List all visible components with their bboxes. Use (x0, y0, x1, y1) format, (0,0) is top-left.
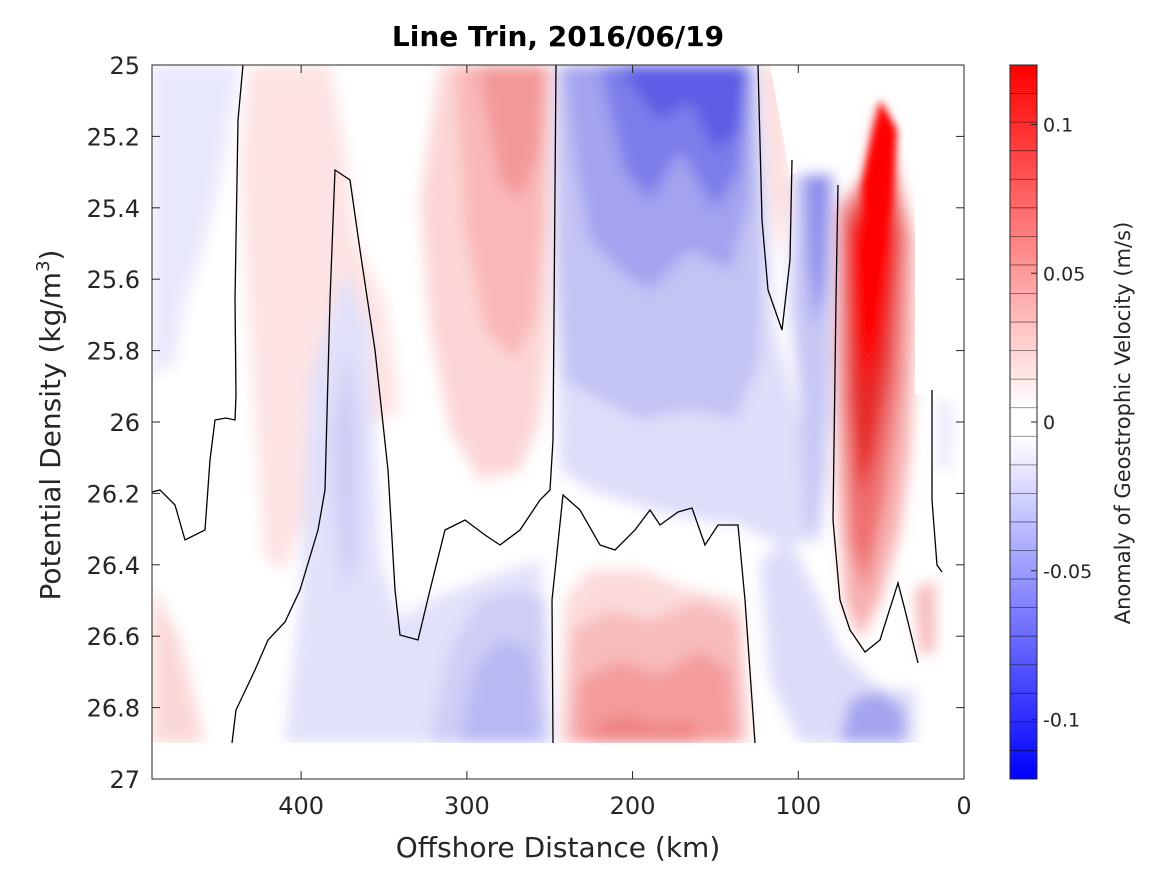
contour-band-group (152, 65, 950, 743)
no-data-mask (152, 743, 964, 779)
zero-contour-line (231, 64, 557, 744)
colorbar-ticks: 0.1 0.05 0 -0.05 -0.1 (1031, 115, 1092, 732)
x-tick-label: 300 (444, 792, 490, 820)
contour-band (940, 395, 950, 470)
zero-contour-line (151, 64, 244, 541)
zero-contour-line (757, 64, 793, 331)
contour-band (478, 65, 545, 200)
colorbar: 0.1 0.05 0 -0.05 -0.1 (1009, 64, 1092, 780)
x-tick-label: 0 (956, 792, 971, 820)
y-tick-label: 27 (109, 766, 140, 794)
colorbar-level-lines (1010, 93, 1037, 751)
colorbar-tick-label: -0.05 (1043, 561, 1092, 583)
y-tick-label: 25.4 (87, 195, 140, 223)
y-tick-label: 26.2 (87, 480, 140, 508)
contour-band (590, 715, 700, 743)
y-tick-label: 25 (109, 52, 140, 80)
y-axis-title-superscript: 3 (33, 260, 54, 271)
y-axis: 25 25.2 25.4 25.6 25.8 26 26.2 26.4 26.6 26.8 27 (87, 52, 964, 794)
contour-band (240, 65, 400, 570)
y-tick-label: 26 (109, 409, 140, 437)
zero-contour-line (551, 493, 756, 744)
y-axis-title-close: ) (34, 250, 67, 261)
y-tick-label: 25.8 (87, 338, 140, 366)
contour-band (152, 585, 205, 743)
y-axis-title: Potential Density (kg/m3) (33, 250, 67, 601)
colorbar-tick-label: 0.1 (1043, 115, 1073, 137)
y-tick-label: 26.8 (87, 695, 140, 723)
contour-band (805, 175, 830, 330)
x-axis: 400 300 200 100 0 (278, 65, 972, 820)
x-tick-label: 400 (278, 792, 324, 820)
contour-field (152, 65, 950, 743)
jet-tip (862, 100, 897, 260)
chart-title: Line Trin, 2016/06/19 (392, 20, 724, 53)
contour-band (840, 690, 905, 743)
y-tick-label: 26.4 (87, 552, 140, 580)
colorbar-tick-label: 0 (1043, 412, 1055, 434)
colorbar-tick-label: -0.1 (1043, 710, 1080, 732)
x-axis-title: Offshore Distance (km) (396, 831, 721, 864)
contour-band (620, 65, 745, 150)
y-axis-title-main: Potential Density (kg/m (34, 272, 67, 601)
y-tick-label: 25.2 (87, 123, 140, 151)
zero-contour-line (931, 390, 943, 573)
colorbar-title: Anomaly of Geostrophic Velocity (m/s) (1111, 222, 1135, 625)
contour-band (460, 640, 540, 743)
no-data-mask (915, 65, 964, 395)
x-tick-label: 200 (610, 792, 656, 820)
contour-band (330, 350, 360, 590)
colorbar-tick-label: 0.05 (1043, 263, 1085, 285)
x-tick-label: 100 (775, 792, 821, 820)
zero-contours (151, 64, 943, 744)
contour-band (915, 580, 935, 655)
y-tick-label: 26.6 (87, 623, 140, 651)
y-tick-label: 25.6 (87, 266, 140, 294)
no-data-mask (770, 65, 800, 175)
zero-contour-line (832, 184, 919, 664)
contour-band (152, 65, 240, 380)
